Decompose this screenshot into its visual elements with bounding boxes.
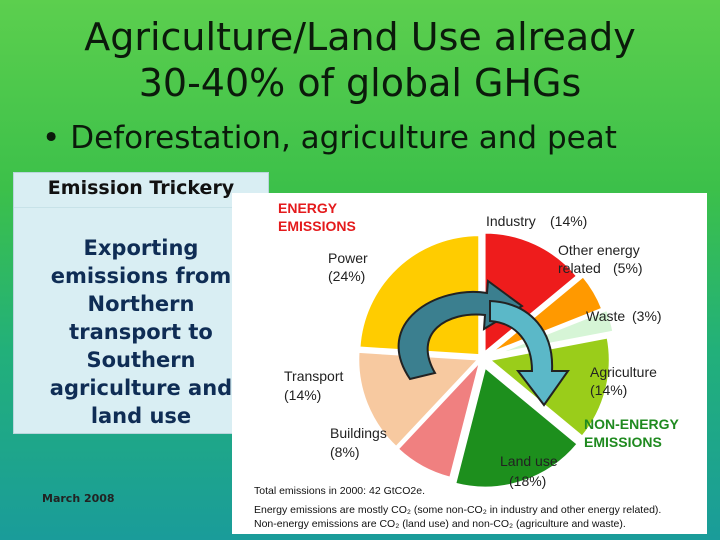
label-other-energy-pct: (5%) <box>613 260 643 276</box>
label-waste-pct: (3%) <box>632 308 662 324</box>
slide-date: March 2008 <box>42 492 115 505</box>
note-line-2: Energy emissions are mostly CO₂ (some no… <box>254 504 661 516</box>
bullet-text: Deforestation, agriculture and peat <box>70 120 617 156</box>
emission-trickery-box: Emission Trickery Exporting emissions fr… <box>13 172 269 434</box>
pie-slice-power <box>358 234 481 357</box>
energy-heading-line-1: ENERGY <box>278 200 338 216</box>
slide-title-line-2: 30-40% of global GHGs <box>138 61 582 105</box>
sidebox-body: Exporting emissions from Northern transp… <box>14 234 268 430</box>
nonenergy-heading-line-1: NON-ENERGY <box>584 416 680 432</box>
sidebox-heading: Emission Trickery <box>47 177 235 199</box>
sidebox-line: emissions from <box>50 264 232 288</box>
sidebox-line: Exporting <box>83 236 199 260</box>
pie-slice-buildings <box>396 360 482 479</box>
label-other-energy-2: related <box>558 260 601 276</box>
label-land-use: Land use <box>500 453 558 469</box>
note-line-1: Total emissions in 2000: 42 GtCO2e. <box>254 485 425 497</box>
label-power: Power <box>328 250 368 266</box>
bullet-dot-icon: • <box>42 120 61 156</box>
sidebox-line: land use <box>90 404 192 428</box>
label-waste: Waste <box>586 308 625 324</box>
bullet-point: • Deforestation, agriculture and peat <box>42 120 617 156</box>
energy-heading-line-2: EMISSIONS <box>278 218 356 234</box>
sidebox-line: transport to <box>69 320 213 344</box>
label-transport-pct: (14%) <box>284 387 321 403</box>
label-transport: Transport <box>284 368 344 384</box>
emissions-pie-svg: ENERGY EMISSIONS NON-ENERGY EMISSIONS In… <box>254 200 680 530</box>
arrow-right-icon <box>489 299 570 407</box>
sidebox-line: agriculture and <box>49 376 233 400</box>
label-agriculture: Agriculture <box>590 364 657 380</box>
slide-title: Agriculture/Land Use already 30-40% of g… <box>0 14 720 106</box>
pie-slice-land-use <box>454 365 579 489</box>
sidebox-line: Northern <box>87 292 195 316</box>
pie-slice-transport <box>357 350 481 449</box>
label-buildings: Buildings <box>330 425 387 441</box>
label-agriculture-pct: (14%) <box>590 382 627 398</box>
emissions-figure: ENERGY EMISSIONS NON-ENERGY EMISSIONS In… <box>232 193 707 534</box>
sidebox-header: Emission Trickery <box>14 173 268 208</box>
label-other-energy: Other energy <box>558 242 640 258</box>
label-industry-pct: (14%) <box>550 213 587 229</box>
label-industry: Industry <box>486 213 536 229</box>
label-land-use-pct: (18%) <box>509 473 546 489</box>
sidebox-line: Southern <box>86 348 196 372</box>
label-power-pct: (24%) <box>328 268 365 284</box>
label-buildings-pct: (8%) <box>330 444 360 460</box>
slide-title-line-1: Agriculture/Land Use already <box>84 15 636 59</box>
note-line-3: Non-energy emissions are CO₂ (land use) … <box>254 518 626 530</box>
export-arrows <box>397 279 570 407</box>
nonenergy-heading-line-2: EMISSIONS <box>584 434 662 450</box>
